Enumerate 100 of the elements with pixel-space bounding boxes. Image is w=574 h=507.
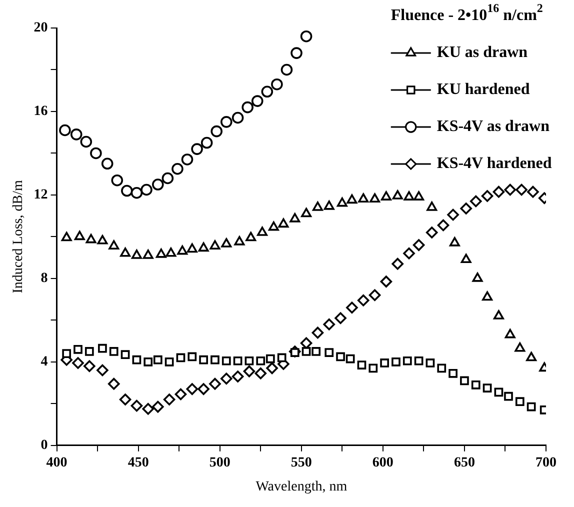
point (220, 116, 232, 128)
point (152, 400, 164, 413)
point (526, 402, 536, 412)
point (80, 136, 92, 148)
point (271, 78, 283, 90)
point (437, 219, 450, 232)
x-tick-label: 700 (536, 455, 556, 470)
point (97, 234, 108, 244)
point (324, 200, 334, 210)
point (108, 378, 120, 390)
point (74, 230, 85, 240)
point (177, 245, 188, 255)
point (132, 355, 142, 364)
point (98, 344, 107, 353)
point (61, 232, 72, 242)
point (336, 197, 348, 207)
point (266, 362, 278, 374)
point (449, 237, 460, 246)
point (460, 254, 472, 264)
point (232, 112, 244, 124)
x-tick-label: 650 (454, 455, 475, 470)
point (323, 318, 336, 330)
point (370, 193, 380, 203)
x-tick-label: 400 (46, 455, 68, 470)
point (62, 349, 72, 358)
point (243, 365, 256, 378)
legend-label: KS-4V as drawn (436, 118, 550, 136)
point (86, 234, 96, 244)
x-axis-title: Wavelength, nm (256, 479, 348, 494)
y-tick-label: 16 (34, 104, 48, 120)
point (460, 376, 469, 386)
point (504, 392, 513, 401)
legend-label: KS-4V hardened (436, 155, 552, 172)
point (336, 352, 345, 362)
point (527, 186, 539, 198)
point (404, 191, 414, 200)
point (493, 310, 504, 320)
point (209, 378, 221, 390)
point (426, 202, 438, 211)
point (210, 125, 223, 138)
point (153, 355, 162, 364)
point (334, 312, 346, 324)
point (412, 239, 425, 251)
point (414, 356, 424, 366)
point (176, 353, 186, 362)
point (96, 364, 108, 376)
point (447, 208, 459, 221)
point (221, 238, 232, 248)
point (101, 158, 114, 170)
point (526, 352, 537, 362)
y-tick-label: 8 (40, 271, 48, 286)
point (186, 243, 198, 253)
point (403, 247, 415, 260)
point (188, 352, 197, 362)
point (163, 394, 176, 406)
point (181, 154, 194, 166)
point (514, 342, 526, 352)
point (142, 402, 154, 415)
point (210, 355, 220, 364)
x-tick-label: 500 (209, 455, 230, 470)
x-tick-label: 450 (128, 455, 149, 470)
point (162, 172, 174, 184)
point (357, 360, 366, 370)
point (277, 353, 286, 362)
point (251, 95, 264, 107)
point (346, 302, 358, 314)
point (109, 347, 118, 356)
point (142, 250, 154, 259)
point (166, 247, 176, 257)
point (278, 218, 289, 228)
point (492, 186, 505, 198)
point (59, 124, 71, 136)
point (119, 394, 132, 406)
point (426, 358, 435, 368)
point (130, 186, 143, 199)
point (257, 226, 268, 236)
point (470, 195, 482, 208)
y-tick-label: 20 (34, 20, 48, 36)
point (516, 184, 528, 196)
point (357, 294, 370, 306)
point (268, 221, 279, 231)
y-tick-label: 12 (34, 188, 48, 203)
point (232, 370, 244, 382)
point (481, 190, 494, 202)
point (72, 357, 84, 369)
point (130, 400, 143, 412)
point (234, 236, 245, 246)
y-tick-label: 4 (40, 354, 48, 370)
point (174, 388, 187, 400)
point (504, 184, 516, 196)
point (156, 248, 166, 258)
point (244, 356, 254, 366)
point (494, 388, 504, 397)
point (312, 347, 321, 356)
legend-label: KU as drawn (436, 44, 528, 62)
point (131, 250, 142, 259)
point (471, 380, 480, 390)
point (392, 190, 403, 200)
point (261, 86, 274, 98)
point (358, 193, 369, 203)
